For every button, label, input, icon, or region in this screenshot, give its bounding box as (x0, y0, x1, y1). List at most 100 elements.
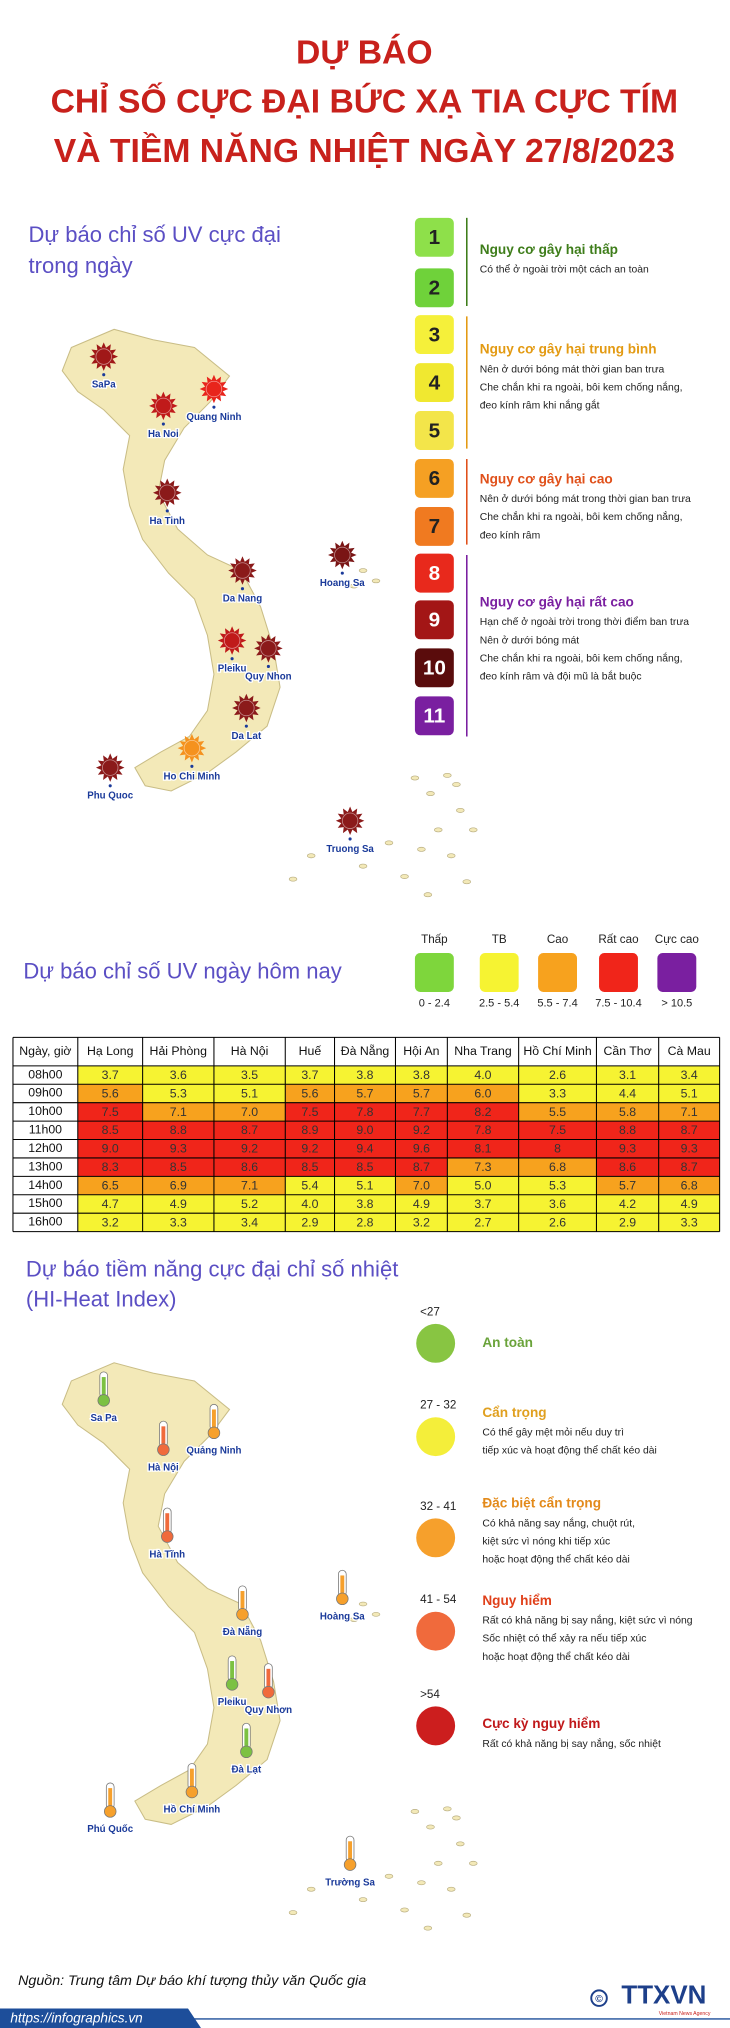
table-cell (596, 1065, 659, 1085)
city-label: Quy Nhơn (245, 1705, 292, 1716)
uv-level-number: 10 (423, 657, 446, 680)
table-cell (213, 1157, 286, 1177)
group-text: Hạn chế ở ngoài trời trong thời điểm ban… (480, 616, 690, 628)
table-cell (596, 1176, 659, 1195)
table-value: 9.3 (681, 1142, 698, 1156)
table-cell (447, 1157, 519, 1177)
table-cell (285, 1194, 335, 1214)
table-cell (213, 1065, 286, 1085)
table-value: 2.7 (474, 1215, 491, 1229)
uv-level-box (414, 459, 454, 498)
table-value: 4.7 (102, 1197, 119, 1211)
logo-sub: Vietnam News Agency (659, 2011, 711, 2017)
legend-range: 0 - 2.4 (419, 998, 450, 1010)
city-label: Da Lat (232, 731, 262, 742)
table-cell (596, 1213, 659, 1232)
legend-range: > 10.5 (661, 998, 692, 1010)
thermometer-bulb (262, 1685, 275, 1699)
table-cell (447, 1139, 519, 1158)
table-cell (447, 1121, 519, 1140)
island (306, 853, 316, 859)
table-cell (285, 1102, 335, 1122)
table-cell (596, 1139, 659, 1158)
table-value: 3.3 (170, 1215, 187, 1229)
group-text: Nên ở dưới bóng mát thời gian ban trưa (480, 363, 665, 375)
uv-level-number: 5 (429, 419, 441, 442)
uv-level-box (414, 411, 454, 450)
table-cell (77, 1121, 143, 1140)
heat-title: Cẩn trọng (482, 1405, 546, 1420)
table-time: 16h00 (28, 1215, 62, 1229)
table-cell (447, 1102, 519, 1122)
city-label: Da Nang (223, 594, 262, 605)
table-cell (658, 1176, 720, 1195)
heat-text: Có thể gây mệt mỏi nếu duy trì (482, 1427, 624, 1439)
table-cell (77, 1213, 143, 1232)
group-text: Che chắn khi ra ngoài, bôi kem chống nắn… (480, 380, 683, 393)
table-cell (334, 1102, 396, 1122)
legend-label: Cực cao (655, 933, 699, 946)
island (462, 1912, 471, 1918)
table-value: 8.8 (619, 1123, 636, 1137)
table-cell (142, 1213, 214, 1232)
table-cell (518, 1213, 597, 1232)
legend-swatch (657, 953, 697, 992)
table-time-cell (12, 1213, 78, 1232)
thermometer-bulb (336, 1592, 349, 1606)
heat-range: >54 (420, 1688, 440, 1701)
legend-range: 5.5 - 7.4 (537, 998, 577, 1010)
city-label: Truong Sa (326, 844, 374, 855)
table-value: 5.3 (170, 1086, 187, 1100)
uv-level-number: 3 (429, 323, 441, 346)
table-cell (658, 1139, 720, 1158)
table-header: Hội An (403, 1044, 439, 1058)
table-cell (77, 1139, 143, 1158)
uv-level-number: 11 (423, 705, 445, 728)
table-cell (395, 1084, 448, 1103)
table-cell (658, 1213, 720, 1232)
table-cell (334, 1084, 396, 1103)
heat-text: kiệt sức vì nóng khi tiếp xúc (482, 1535, 610, 1547)
island (410, 775, 420, 781)
table-value: 7.1 (170, 1105, 187, 1119)
table-cell (285, 1213, 335, 1232)
sun-core (205, 380, 223, 398)
table-cell (658, 1065, 720, 1085)
heat-range: 27 - 32 (420, 1399, 456, 1412)
table-cell (77, 1194, 143, 1214)
table-cell (395, 1139, 448, 1158)
table-header-bg (12, 1037, 720, 1066)
sun-core (183, 740, 201, 757)
title-line: CHỈ SỐ CỰC ĐẠI BỨC XẠ TIA CỰC TÍM (51, 82, 678, 121)
city-label: Đà Nẵng (223, 1626, 262, 1638)
table-value: 7.3 (474, 1160, 491, 1174)
table-value: 3.6 (549, 1197, 566, 1211)
heat-swatch (416, 1611, 456, 1651)
table-value: 5.1 (356, 1178, 373, 1192)
city-dot (348, 837, 352, 841)
table-value: 7.8 (474, 1123, 491, 1137)
island (358, 863, 368, 869)
table-value: 5.6 (301, 1086, 318, 1100)
heat-swatch (416, 1417, 456, 1457)
table-value: 6.9 (170, 1178, 187, 1192)
table-value: 3.7 (102, 1068, 119, 1082)
table-cell (395, 1194, 448, 1214)
island (417, 846, 426, 852)
table-value: 3.4 (241, 1215, 258, 1229)
city-label: Trường Sa (325, 1877, 375, 1888)
table-value: 8.6 (241, 1160, 258, 1174)
table-cell (213, 1139, 286, 1158)
heat-text: Có khả năng say nắng, chuột rút, (482, 1516, 635, 1529)
island (358, 1897, 368, 1903)
table-header: Huế (299, 1044, 322, 1058)
table-value: 5.4 (301, 1178, 318, 1192)
table-cell (596, 1102, 659, 1122)
uv-level-number: 1 (429, 226, 441, 249)
table-cell (213, 1176, 286, 1195)
title-line: DỰ BÁO (296, 33, 433, 71)
table-value: 8.8 (170, 1123, 187, 1137)
table-value: 3.3 (681, 1215, 698, 1229)
table-value: 8.5 (301, 1160, 318, 1174)
sun-core (334, 546, 351, 564)
